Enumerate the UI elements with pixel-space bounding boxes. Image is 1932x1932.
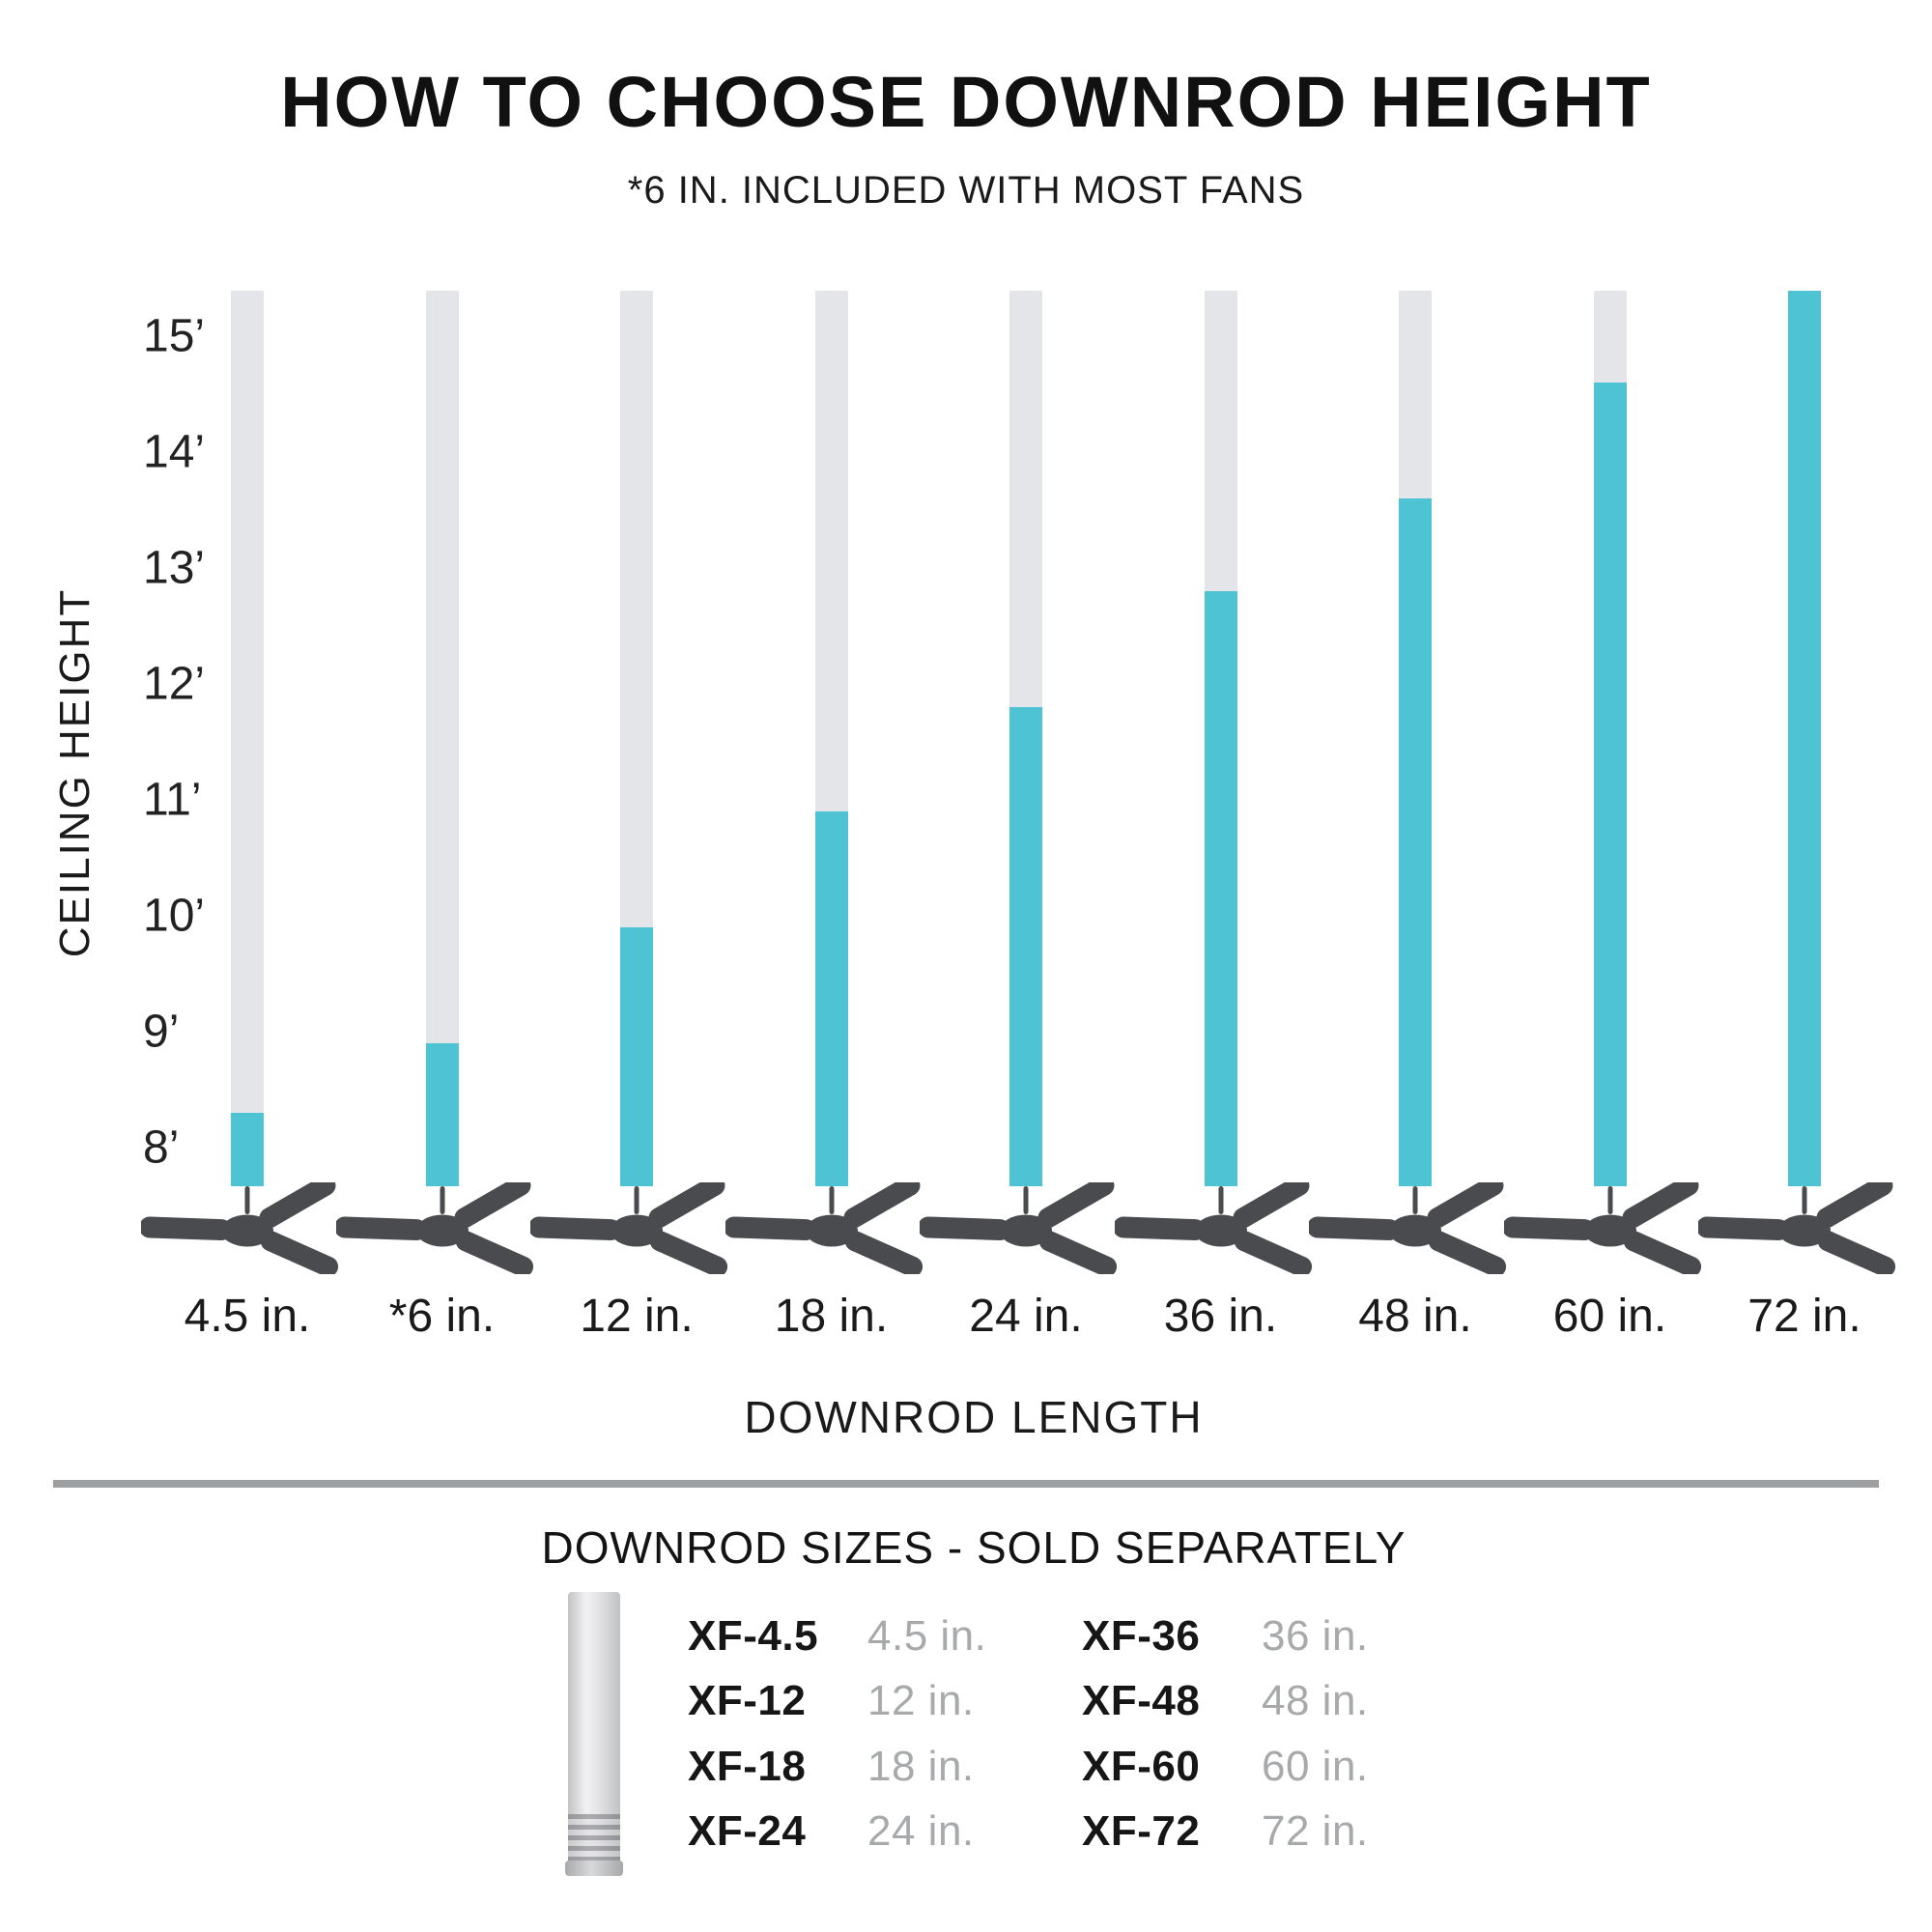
x-axis-title: DOWNROD LENGTH bbox=[744, 1392, 1204, 1442]
size-row: XF-48 48 in. bbox=[1082, 1669, 1369, 1735]
ceiling-fan-icon bbox=[1698, 1182, 1901, 1274]
ceiling-fan-icon bbox=[1504, 1182, 1707, 1274]
sizes-column: XF-36 36 in. XF-48 48 in. XF-60 60 in. XF-72 72… bbox=[1082, 1604, 1369, 1864]
x-tick-label: 4.5 in. bbox=[184, 1291, 311, 1342]
y-tick-label: 9’ bbox=[143, 1006, 180, 1058]
bar-fill bbox=[425, 1043, 459, 1186]
model-code: XF-36 bbox=[1082, 1611, 1201, 1660]
size-row: XF-4.5 4.5 in. bbox=[688, 1604, 986, 1669]
page-subtitle: *6 IN. INCLUDED WITH MOST FANS bbox=[627, 169, 1305, 212]
y-tick-label: 14’ bbox=[143, 426, 206, 478]
size-value: 12 in. bbox=[867, 1677, 975, 1725]
y-tick-label: 8’ bbox=[143, 1122, 180, 1174]
x-tick-label: 12 in. bbox=[580, 1291, 694, 1342]
size-value: 24 in. bbox=[867, 1807, 975, 1856]
x-tick-label: *6 in. bbox=[388, 1291, 496, 1342]
model-code: XF-48 bbox=[1082, 1677, 1201, 1725]
bar-fill bbox=[1399, 498, 1432, 1186]
size-row: XF-60 60 in. bbox=[1082, 1734, 1369, 1800]
size-value: 36 in. bbox=[1262, 1611, 1369, 1660]
y-tick-label: 10’ bbox=[143, 890, 206, 942]
x-tick-label: 60 in. bbox=[1552, 1291, 1667, 1342]
downrod-product-image bbox=[565, 1592, 623, 1876]
downrod-end-lip bbox=[565, 1861, 623, 1876]
y-tick-label: 12’ bbox=[143, 658, 206, 710]
size-row: XF-12 12 in. bbox=[688, 1669, 986, 1735]
size-value: 4.5 in. bbox=[867, 1611, 987, 1660]
page-title: HOW TO CHOOSE DOWNROD HEIGHT bbox=[280, 62, 1652, 142]
size-value: 60 in. bbox=[1262, 1742, 1369, 1790]
x-tick-label: 18 in. bbox=[774, 1291, 889, 1342]
model-code: XF-12 bbox=[688, 1677, 807, 1725]
y-tick-label: 15’ bbox=[143, 310, 206, 362]
sizes-heading: DOWNROD SIZES - SOLD SEPARATELY bbox=[541, 1522, 1406, 1573]
bar-fill bbox=[620, 927, 653, 1186]
x-tick-label: 48 in. bbox=[1358, 1291, 1472, 1342]
ceiling-fan-icon bbox=[141, 1182, 344, 1274]
model-code: XF-72 bbox=[1082, 1807, 1201, 1856]
ceiling-fan-icon bbox=[920, 1182, 1122, 1274]
downrod-shaft bbox=[568, 1592, 620, 1816]
model-code: XF-18 bbox=[688, 1742, 807, 1790]
sizes-column: XF-4.5 4.5 in. XF-12 12 in. XF-18 18 in. XF-24… bbox=[688, 1604, 986, 1864]
bar-fill bbox=[231, 1113, 264, 1186]
section-divider bbox=[53, 1480, 1879, 1488]
bar-track bbox=[425, 291, 459, 1186]
size-value: 18 in. bbox=[867, 1742, 975, 1790]
ceiling-fan-icon bbox=[1115, 1182, 1318, 1274]
size-value: 48 in. bbox=[1262, 1677, 1369, 1725]
model-code: XF-24 bbox=[688, 1807, 807, 1856]
bar-fill bbox=[1204, 591, 1237, 1186]
size-row: XF-36 36 in. bbox=[1082, 1604, 1369, 1669]
ceiling-fan-icon bbox=[1309, 1182, 1512, 1274]
y-axis-title: CEILING HEIGHT bbox=[51, 587, 99, 958]
model-code: XF-4.5 bbox=[688, 1611, 819, 1660]
bar-fill bbox=[1593, 383, 1627, 1186]
size-row: XF-24 24 in. bbox=[688, 1800, 986, 1865]
y-tick-label: 13’ bbox=[143, 542, 206, 594]
x-tick-label: 24 in. bbox=[969, 1291, 1083, 1342]
size-value: 72 in. bbox=[1262, 1807, 1369, 1856]
ceiling-fan-icon bbox=[336, 1182, 539, 1274]
bar-track bbox=[231, 291, 264, 1186]
ceiling-fan-icon bbox=[530, 1182, 733, 1274]
x-tick-label: 36 in. bbox=[1163, 1291, 1278, 1342]
y-tick-label: 11’ bbox=[143, 774, 202, 826]
size-row: XF-18 18 in. bbox=[688, 1734, 986, 1800]
x-tick-label: 72 in. bbox=[1747, 1291, 1861, 1342]
bar-fill bbox=[814, 811, 848, 1186]
bar-fill bbox=[1788, 291, 1821, 1186]
model-code: XF-60 bbox=[1082, 1742, 1201, 1790]
ceiling-fan-icon bbox=[725, 1182, 928, 1274]
bar-fill bbox=[1009, 707, 1042, 1186]
size-row: XF-72 72 in. bbox=[1082, 1800, 1369, 1865]
